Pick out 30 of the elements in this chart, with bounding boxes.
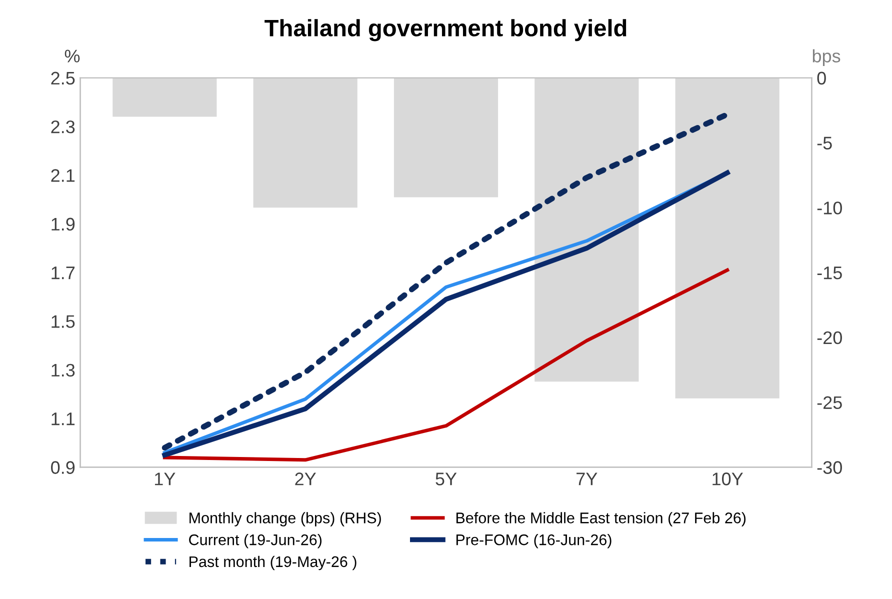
y2-tick-label: 0 <box>817 72 826 85</box>
legend-label: Current (19-Jun-26) <box>189 534 322 548</box>
y-tick-label: 1.1 <box>52 412 75 426</box>
y2-tick-label: -10 <box>817 202 842 214</box>
x-tick-label: 5Y <box>436 472 457 486</box>
legend-label: Before the Middle East tension (27 Feb 26) <box>456 512 746 526</box>
y-tick-label: 1.5 <box>52 315 75 328</box>
y-tick-label: 1.3 <box>52 364 75 377</box>
y-tick-label: 2.3 <box>51 120 75 134</box>
y-tick-label: 2.1 <box>51 169 75 182</box>
y-tick-label: 1.7 <box>52 266 75 280</box>
y-tick-label: 0.9 <box>51 461 75 474</box>
line-series <box>162 268 730 462</box>
x-tick-label: 1Y <box>155 472 176 486</box>
legend-label: Pre-FOMC (16-Jun-26) <box>456 534 612 548</box>
y-tick-label: 1.9 <box>52 218 75 231</box>
legend-label: Past month (19-May-26 ) <box>190 556 356 570</box>
y2-tick-label: -15 <box>817 266 842 280</box>
y2-axis-title: bps <box>812 49 840 66</box>
y2-tick-label: -5 <box>817 136 832 150</box>
y-axis-title: % <box>64 50 80 62</box>
x-tick-label: 2Y <box>295 472 316 486</box>
legend-label: Monthly change (bps) (RHS) <box>190 512 381 526</box>
x-tick-label: 7Y <box>576 472 598 486</box>
y2-tick-label: -25 <box>817 396 842 410</box>
y2-tick-label: -30 <box>817 461 842 474</box>
x-tick-label: 10Y <box>712 472 743 486</box>
y-tick-label: 2.5 <box>51 72 75 85</box>
y2-tick-label: -20 <box>817 331 842 344</box>
chart-title: Thailand government bond yield <box>264 19 626 42</box>
